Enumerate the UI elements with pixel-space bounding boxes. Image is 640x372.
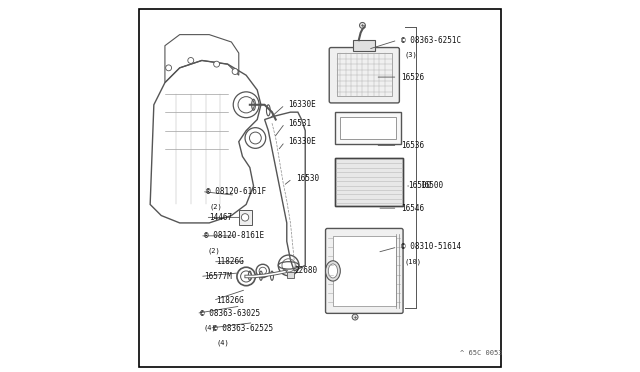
Circle shape bbox=[214, 61, 220, 67]
Circle shape bbox=[232, 68, 238, 74]
Bar bbox=[239, 210, 252, 225]
Text: © 08363-6251C: © 08363-6251C bbox=[401, 36, 461, 45]
Text: © 08363-63025: © 08363-63025 bbox=[200, 309, 260, 318]
Bar bbox=[337, 53, 392, 96]
Text: (10): (10) bbox=[405, 259, 422, 265]
Text: 16531: 16531 bbox=[289, 119, 312, 128]
Text: 16536: 16536 bbox=[401, 141, 424, 150]
Text: (2): (2) bbox=[207, 247, 220, 254]
Text: 11826G: 11826G bbox=[216, 257, 244, 266]
Ellipse shape bbox=[328, 264, 337, 278]
Circle shape bbox=[352, 314, 358, 320]
Text: 11826G: 11826G bbox=[216, 296, 244, 305]
Text: (3): (3) bbox=[405, 52, 418, 58]
Text: (4): (4) bbox=[204, 325, 216, 331]
Text: © 08363-62525: © 08363-62525 bbox=[213, 324, 273, 333]
Text: 16500: 16500 bbox=[420, 182, 443, 190]
Ellipse shape bbox=[326, 261, 340, 281]
Text: 16530: 16530 bbox=[296, 174, 319, 183]
Text: 16500: 16500 bbox=[408, 182, 432, 190]
Text: 16330E: 16330E bbox=[289, 137, 316, 146]
Circle shape bbox=[360, 22, 365, 28]
Bar bbox=[287, 272, 294, 278]
Circle shape bbox=[166, 65, 172, 71]
FancyBboxPatch shape bbox=[326, 228, 403, 313]
Text: © 08310-51614: © 08310-51614 bbox=[401, 243, 461, 251]
Text: 16330E: 16330E bbox=[289, 100, 316, 109]
Text: 14467: 14467 bbox=[209, 213, 232, 222]
Text: (2): (2) bbox=[209, 203, 222, 209]
Bar bbox=[333, 236, 396, 306]
Circle shape bbox=[188, 58, 194, 63]
Text: 22680: 22680 bbox=[294, 266, 317, 275]
Text: ® 08120-8161E: ® 08120-8161E bbox=[204, 231, 264, 240]
Bar bbox=[335, 158, 403, 206]
Bar bbox=[335, 112, 401, 144]
Text: ® 08120-6161F: ® 08120-6161F bbox=[205, 187, 266, 196]
Bar bbox=[353, 40, 376, 51]
Text: (4): (4) bbox=[216, 340, 229, 346]
Circle shape bbox=[241, 214, 249, 221]
Text: 16546: 16546 bbox=[401, 203, 424, 213]
Text: 16526: 16526 bbox=[401, 73, 424, 81]
Text: 16577M: 16577M bbox=[204, 272, 232, 281]
FancyBboxPatch shape bbox=[329, 48, 399, 103]
Text: ^ 65C 0053: ^ 65C 0053 bbox=[460, 350, 503, 356]
Bar bbox=[335, 158, 403, 206]
Bar bbox=[340, 116, 396, 139]
